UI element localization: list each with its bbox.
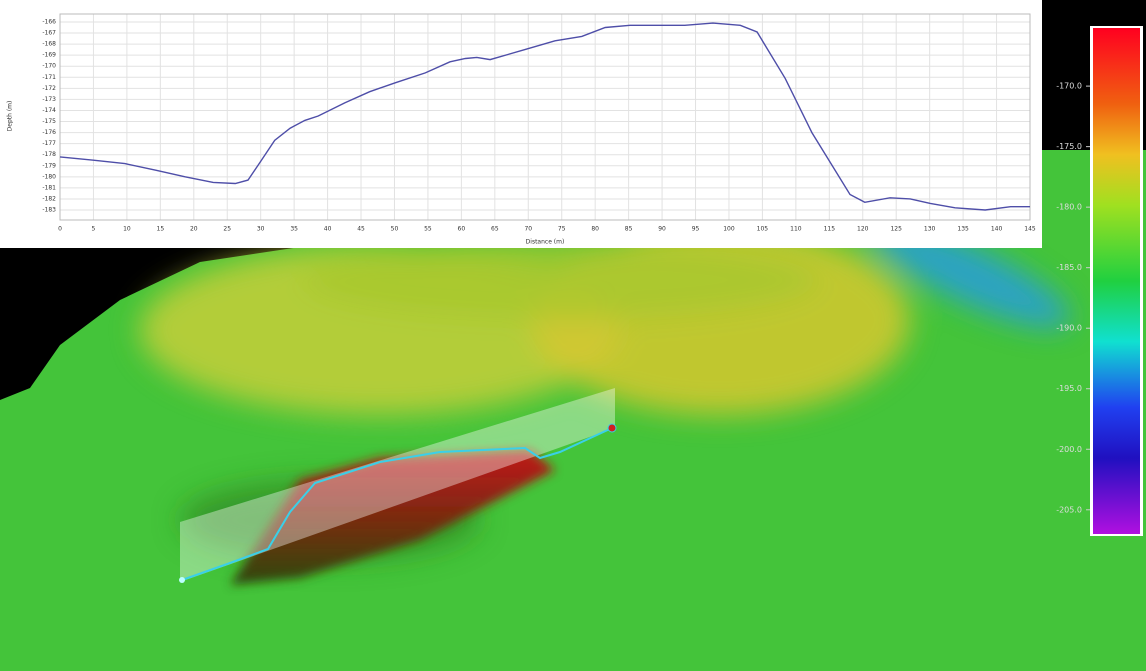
x-tick-label: 120 xyxy=(857,226,869,233)
y-tick-label: -167 xyxy=(42,30,56,37)
y-tick-label: -170 xyxy=(42,63,56,70)
x-tick-label: 15 xyxy=(157,226,165,233)
x-tick-label: 25 xyxy=(223,226,231,233)
y-tick-label: -176 xyxy=(42,129,56,136)
y-tick-label: -175 xyxy=(42,118,56,125)
y-tick-label: -171 xyxy=(42,74,56,81)
y-tick-label: -174 xyxy=(42,107,56,114)
colorbar-label: -200.0 xyxy=(1056,445,1082,454)
x-tick-label: 40 xyxy=(324,226,332,233)
x-tick-label: 90 xyxy=(658,226,666,233)
x-tick-label: 45 xyxy=(357,226,365,233)
x-tick-label: 105 xyxy=(757,226,769,233)
x-tick-label: 55 xyxy=(424,226,432,233)
chart-panel xyxy=(0,0,1042,248)
x-tick-label: 130 xyxy=(924,226,936,233)
y-tick-label: -173 xyxy=(42,96,56,103)
viewer: -170.0 -175.0 -180.0 -185.0 -190.0 -195.0 -200… xyxy=(0,0,1146,671)
x-tick-label: 135 xyxy=(957,226,969,233)
colorbar-label: -205.0 xyxy=(1056,505,1082,514)
y-tick-label: -178 xyxy=(42,151,56,158)
x-tick-label: 110 xyxy=(790,226,802,233)
x-tick-label: 30 xyxy=(257,226,265,233)
x-tick-label: 95 xyxy=(692,226,700,233)
colorbar-label: -190.0 xyxy=(1056,324,1082,333)
colorbar-label: -195.0 xyxy=(1056,384,1082,393)
x-tick-label: 10 xyxy=(123,226,131,233)
x-tick-label: 70 xyxy=(524,226,532,233)
y-tick-label: -172 xyxy=(42,85,56,92)
x-tick-label: 115 xyxy=(824,226,836,233)
x-tick-label: 20 xyxy=(190,226,198,233)
x-tick-label: 125 xyxy=(890,226,902,233)
x-tick-label: 85 xyxy=(625,226,633,233)
y-tick-label: -179 xyxy=(42,162,56,169)
x-tick-label: 5 xyxy=(92,226,96,233)
y-tick-label: -183 xyxy=(42,207,56,214)
y-tick-label: -168 xyxy=(42,41,56,48)
x-tick-label: 140 xyxy=(991,226,1003,233)
x-tick-label: 60 xyxy=(458,226,466,233)
colorbar xyxy=(1093,28,1140,534)
colorbar-label: -180.0 xyxy=(1056,203,1082,212)
colorbar-label: -185.0 xyxy=(1056,263,1082,272)
x-tick-label: 65 xyxy=(491,226,499,233)
track-start xyxy=(179,577,185,583)
y-axis-label: Depth (m) xyxy=(7,101,14,132)
y-tick-label: -181 xyxy=(42,184,56,191)
profile-chart: Depth (m) Distance (m) -166 -167 -168 -169 -… xyxy=(0,0,1042,248)
x-tick-label: 145 xyxy=(1024,226,1036,233)
x-tick-label: 35 xyxy=(290,226,298,233)
x-tick-label: 0 xyxy=(58,226,62,233)
colorbar-label: -175.0 xyxy=(1056,142,1082,151)
y-tick-label: -166 xyxy=(42,19,56,26)
x-tick-label: 100 xyxy=(723,226,735,233)
track-end xyxy=(608,424,616,432)
x-axis-label: Distance (m) xyxy=(526,239,565,246)
y-tick-label: -177 xyxy=(42,140,56,147)
x-tick-label: 50 xyxy=(391,226,399,233)
x-tick-label: 80 xyxy=(591,226,599,233)
y-tick-label: -182 xyxy=(42,195,56,202)
x-tick-label: 75 xyxy=(558,226,566,233)
colorbar-label: -170.0 xyxy=(1056,82,1082,91)
y-tick-label: -180 xyxy=(42,173,56,180)
y-tick-label: -169 xyxy=(42,52,56,59)
